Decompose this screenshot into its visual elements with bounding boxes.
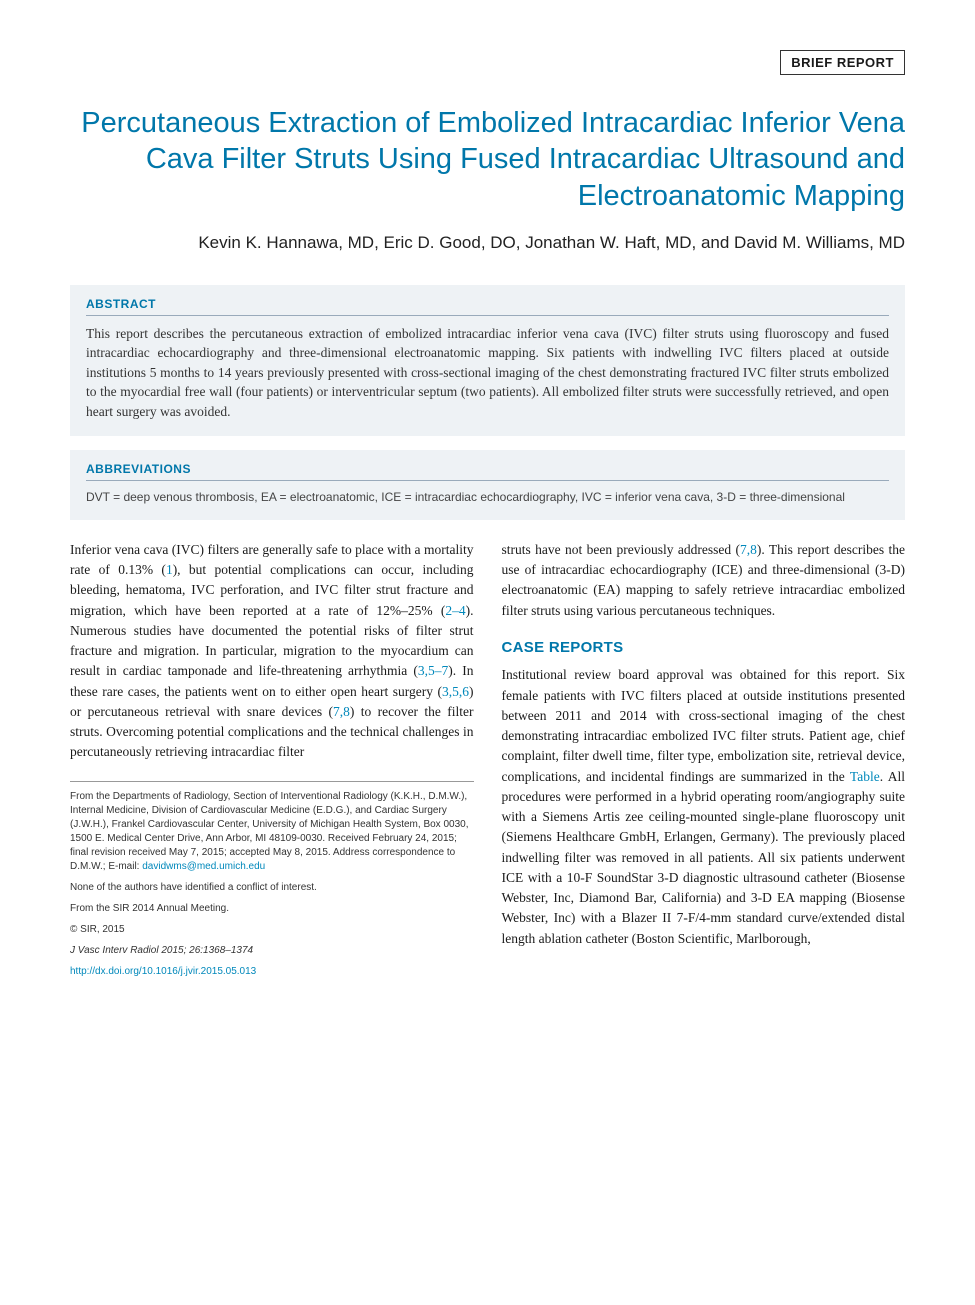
case-reports-header: CASE REPORTS bbox=[502, 637, 906, 660]
abbreviations-panel: ABBREVIATIONS DVT = deep venous thrombos… bbox=[70, 450, 905, 520]
copyright-note: © SIR, 2015 bbox=[70, 923, 474, 937]
article-title: Percutaneous Extraction of Embolized Int… bbox=[70, 105, 905, 214]
text-run: struts have not been previously addresse… bbox=[502, 542, 741, 557]
abbreviations-body: DVT = deep venous thrombosis, EA = elect… bbox=[86, 489, 889, 506]
doi-link[interactable]: http://dx.doi.org/10.1016/j.jvir.2015.05… bbox=[70, 966, 256, 977]
text-run: From the Departments of Radiology, Secti… bbox=[70, 791, 468, 872]
intro-continuation: struts have not been previously addresse… bbox=[502, 540, 906, 621]
text-run: Institutional review board approval was … bbox=[502, 667, 906, 783]
footnote-block: From the Departments of Radiology, Secti… bbox=[70, 781, 474, 979]
citation-link[interactable]: 1 bbox=[166, 562, 173, 577]
column-right: struts have not been previously addresse… bbox=[502, 540, 906, 986]
column-left: Inferior vena cava (IVC) filters are gen… bbox=[70, 540, 474, 986]
meeting-note: From the SIR 2014 Annual Meeting. bbox=[70, 902, 474, 916]
article-category-badge: BRIEF REPORT bbox=[780, 50, 905, 75]
citation-link[interactable]: 3,5,6 bbox=[442, 684, 469, 699]
abstract-panel: ABSTRACT This report describes the percu… bbox=[70, 285, 905, 436]
citation-note: J Vasc Interv Radiol 2015; 26:1368–1374 bbox=[70, 944, 474, 958]
citation-link[interactable]: 3,5–7 bbox=[418, 663, 448, 678]
email-link[interactable]: davidwms@med.umich.edu bbox=[142, 861, 265, 872]
abstract-header: ABSTRACT bbox=[86, 297, 889, 316]
abbreviations-header: ABBREVIATIONS bbox=[86, 462, 889, 481]
text-run: . All procedures were performed in a hyb… bbox=[502, 769, 906, 946]
body-columns: Inferior vena cava (IVC) filters are gen… bbox=[70, 540, 905, 986]
citation-link[interactable]: 2–4 bbox=[445, 603, 465, 618]
intro-paragraph: Inferior vena cava (IVC) filters are gen… bbox=[70, 540, 474, 763]
table-link[interactable]: Table bbox=[850, 769, 880, 784]
abstract-body: This report describes the percutaneous e… bbox=[86, 324, 889, 422]
author-list: Kevin K. Hannawa, MD, Eric D. Good, DO, … bbox=[70, 232, 905, 255]
case-reports-paragraph: Institutional review board approval was … bbox=[502, 665, 906, 949]
citation-link[interactable]: 7,8 bbox=[333, 704, 350, 719]
conflict-note: None of the authors have identified a co… bbox=[70, 881, 474, 895]
citation-link[interactable]: 7,8 bbox=[740, 542, 757, 557]
affiliation-note: From the Departments of Radiology, Secti… bbox=[70, 790, 474, 874]
